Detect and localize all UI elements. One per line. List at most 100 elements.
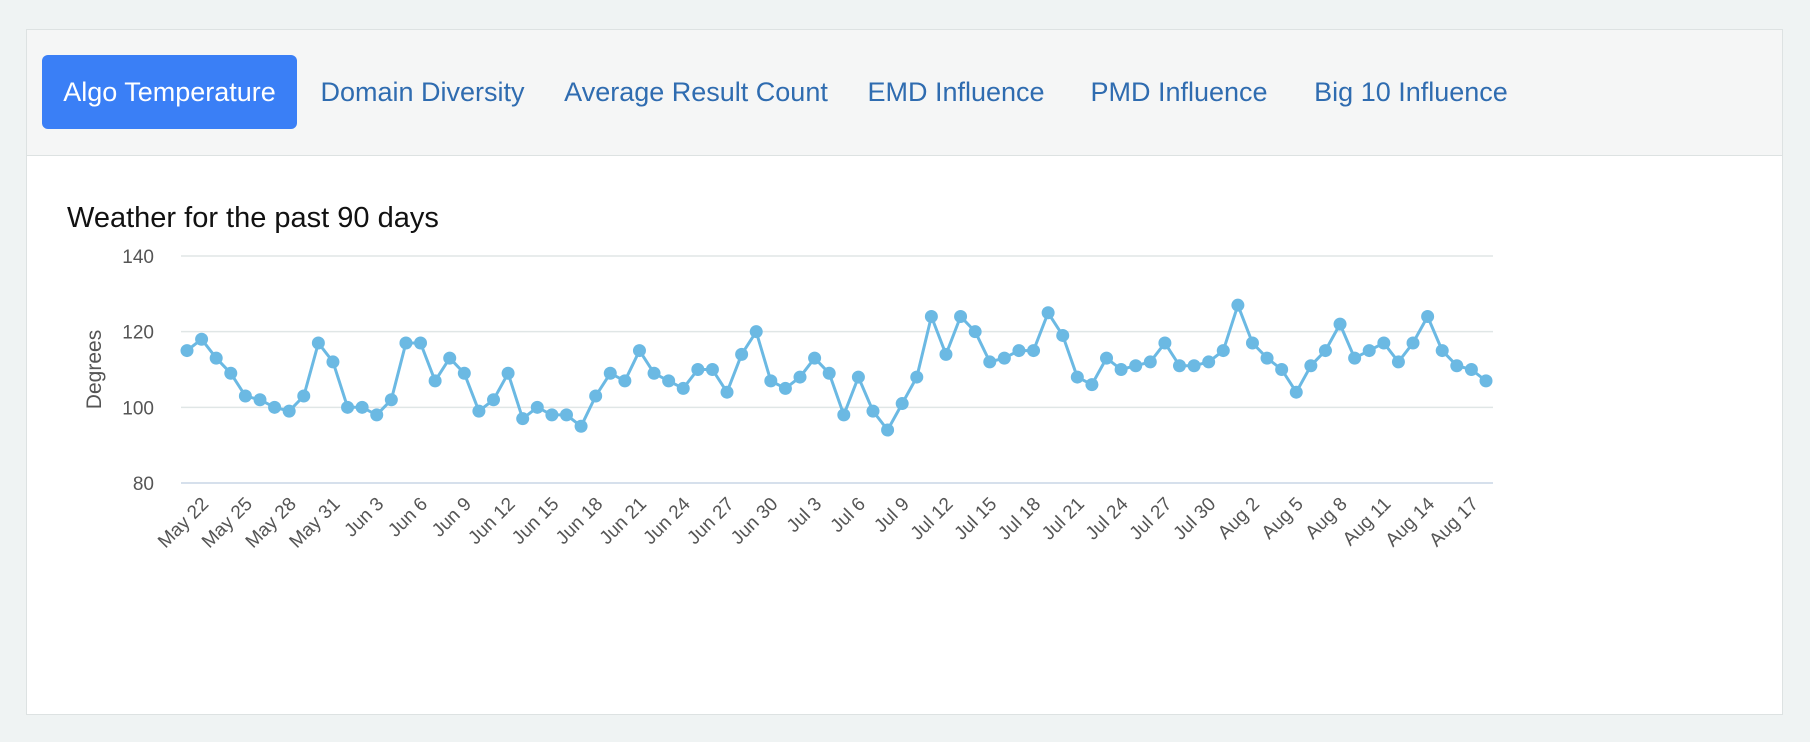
- x-tick-label: Jun 18: [552, 494, 607, 549]
- data-point[interactable]: [1245, 336, 1259, 350]
- data-point[interactable]: [1012, 344, 1026, 358]
- data-point[interactable]: [1187, 359, 1201, 373]
- data-point[interactable]: [559, 408, 573, 422]
- x-tick-label: Jul 18: [994, 494, 1045, 545]
- data-point[interactable]: [735, 347, 749, 361]
- data-point[interactable]: [209, 351, 223, 365]
- data-point[interactable]: [399, 336, 413, 350]
- data-point[interactable]: [341, 400, 355, 414]
- data-point[interactable]: [808, 351, 822, 365]
- data-point[interactable]: [895, 397, 909, 411]
- data-point[interactable]: [1333, 317, 1347, 331]
- data-point[interactable]: [632, 344, 646, 358]
- data-point[interactable]: [647, 366, 661, 380]
- data-point[interactable]: [1202, 355, 1216, 369]
- data-point[interactable]: [881, 423, 895, 437]
- data-point[interactable]: [1289, 385, 1303, 399]
- data-point[interactable]: [851, 370, 865, 384]
- data-point[interactable]: [370, 408, 384, 422]
- data-point[interactable]: [428, 374, 442, 388]
- data-point[interactable]: [968, 325, 982, 339]
- data-point[interactable]: [676, 381, 690, 395]
- data-point[interactable]: [778, 381, 792, 395]
- data-point[interactable]: [924, 310, 938, 324]
- data-point[interactable]: [662, 374, 676, 388]
- data-point[interactable]: [501, 366, 515, 380]
- data-point[interactable]: [1172, 359, 1186, 373]
- data-point[interactable]: [1056, 328, 1070, 342]
- data-point[interactable]: [326, 355, 340, 369]
- data-point[interactable]: [1479, 374, 1493, 388]
- data-point[interactable]: [1362, 344, 1376, 358]
- data-point[interactable]: [1391, 355, 1405, 369]
- data-point[interactable]: [530, 400, 544, 414]
- data-point[interactable]: [1406, 336, 1420, 350]
- data-point[interactable]: [472, 404, 486, 418]
- data-point[interactable]: [1100, 351, 1114, 365]
- data-point[interactable]: [1260, 351, 1274, 365]
- x-tick-label: Jul 24: [1082, 493, 1133, 544]
- data-point[interactable]: [837, 408, 851, 422]
- data-point[interactable]: [866, 404, 880, 418]
- data-point[interactable]: [618, 374, 632, 388]
- data-point[interactable]: [1421, 310, 1435, 324]
- data-point[interactable]: [691, 363, 705, 376]
- data-point[interactable]: [910, 370, 924, 384]
- data-point[interactable]: [1231, 298, 1245, 312]
- data-point[interactable]: [1304, 359, 1318, 373]
- data-point[interactable]: [939, 347, 953, 361]
- tab-big-10-influence[interactable]: Big 10 Influence: [1314, 76, 1508, 107]
- data-point[interactable]: [822, 366, 836, 380]
- data-point[interactable]: [705, 363, 719, 376]
- data-point[interactable]: [1216, 344, 1230, 358]
- data-point[interactable]: [1348, 351, 1362, 365]
- data-point[interactable]: [589, 389, 603, 403]
- y-tick-label: 140: [122, 247, 154, 268]
- data-point[interactable]: [238, 389, 252, 403]
- data-point[interactable]: [1114, 363, 1128, 376]
- data-point[interactable]: [1129, 359, 1143, 373]
- data-point[interactable]: [764, 374, 778, 388]
- data-point[interactable]: [603, 366, 617, 380]
- data-point[interactable]: [180, 344, 194, 358]
- tab-pmd-influence[interactable]: PMD Influence: [1090, 76, 1268, 107]
- data-point[interactable]: [311, 336, 325, 350]
- data-point[interactable]: [297, 389, 311, 403]
- data-point[interactable]: [720, 385, 734, 399]
- data-point[interactable]: [1318, 344, 1332, 358]
- tab-emd-influence[interactable]: EMD Influence: [867, 76, 1045, 107]
- data-point[interactable]: [1143, 355, 1157, 369]
- data-point[interactable]: [574, 419, 588, 433]
- data-point[interactable]: [1450, 359, 1464, 373]
- data-point[interactable]: [443, 351, 457, 365]
- data-point[interactable]: [355, 400, 369, 414]
- data-point[interactable]: [253, 393, 267, 407]
- data-point[interactable]: [1158, 336, 1172, 350]
- data-point[interactable]: [195, 332, 209, 346]
- data-point[interactable]: [384, 393, 398, 407]
- tab-average-result-count[interactable]: Average Result Count: [564, 76, 828, 107]
- data-point[interactable]: [268, 400, 282, 414]
- data-point[interactable]: [997, 351, 1011, 365]
- data-point[interactable]: [954, 310, 968, 324]
- data-point[interactable]: [545, 408, 559, 422]
- data-point[interactable]: [282, 404, 296, 418]
- data-point[interactable]: [224, 366, 238, 380]
- tab-domain-diversity[interactable]: Domain Diversity: [320, 76, 525, 107]
- data-point[interactable]: [1464, 363, 1478, 376]
- data-point[interactable]: [749, 325, 763, 339]
- data-point[interactable]: [457, 366, 471, 380]
- data-point[interactable]: [487, 393, 501, 407]
- data-point[interactable]: [1085, 378, 1099, 392]
- data-point[interactable]: [1275, 363, 1289, 376]
- data-point[interactable]: [1435, 344, 1449, 358]
- data-point[interactable]: [1377, 336, 1391, 350]
- data-point[interactable]: [1027, 344, 1041, 358]
- data-point[interactable]: [1070, 370, 1084, 384]
- data-point[interactable]: [414, 336, 428, 350]
- tab-algo-temperature[interactable]: Algo Temperature: [42, 55, 297, 129]
- data-point[interactable]: [516, 412, 530, 426]
- data-point[interactable]: [1041, 306, 1055, 320]
- data-point[interactable]: [983, 355, 997, 369]
- data-point[interactable]: [793, 370, 807, 384]
